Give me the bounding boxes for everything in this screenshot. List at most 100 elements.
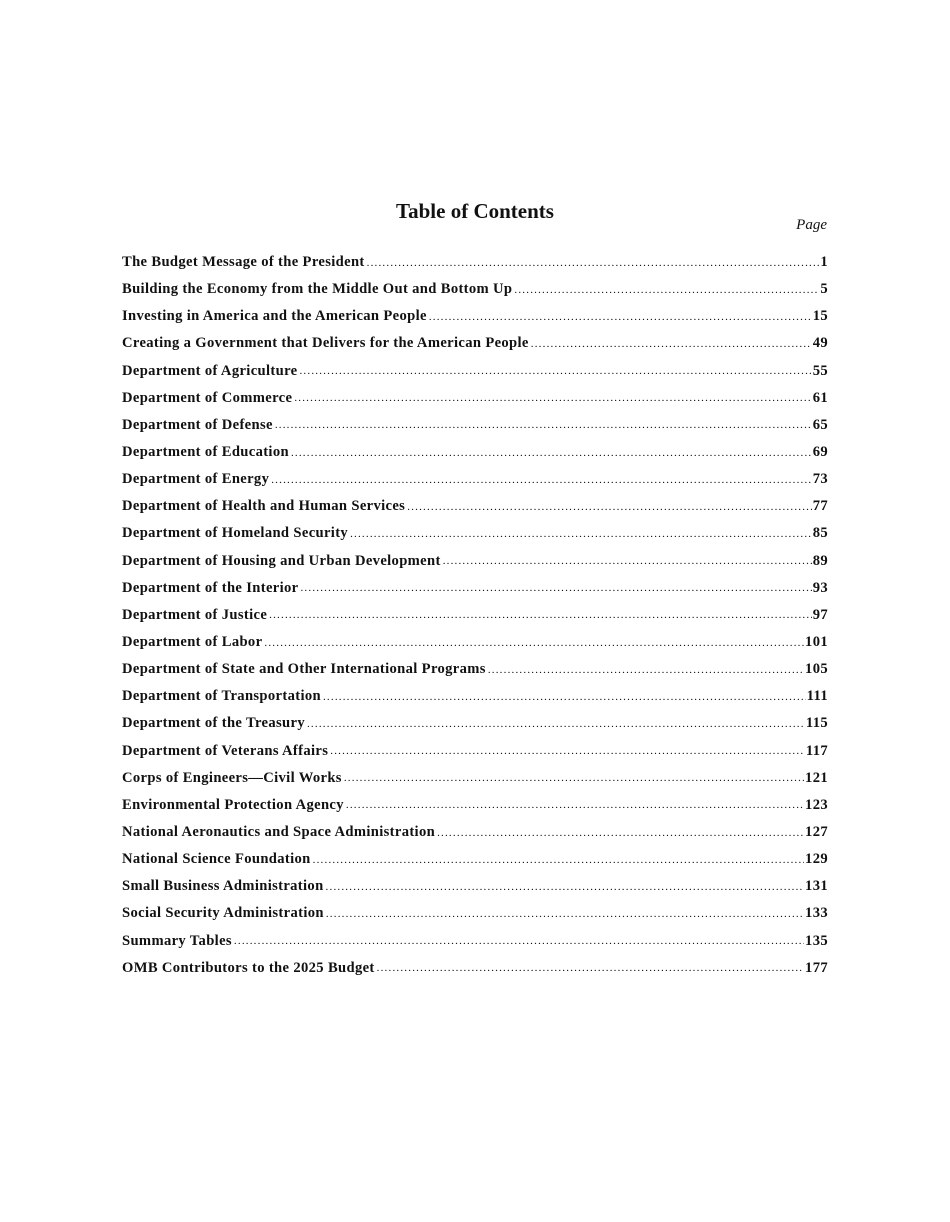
toc-entry[interactable]: OMB Contributors to the 2025 Budget 177 [122, 955, 828, 982]
leader-dots [407, 501, 811, 513]
toc-entry-title: Department of Agriculture [122, 362, 298, 379]
toc-entry-title: National Science Foundation [122, 851, 311, 868]
toc-entry-page: 131 [805, 878, 828, 895]
toc-entry-title: Department of Education [122, 444, 289, 461]
toc-entry-page: 123 [805, 796, 828, 813]
toc-entry-page: 177 [805, 959, 828, 976]
toc-entry-title: Department of Homeland Security [122, 525, 349, 542]
page-title: Table of Contents [396, 199, 554, 223]
toc-entry-title: National Aeronautics and Space Administr… [122, 824, 436, 841]
toc-entry[interactable]: Creating a Government that Delivers for … [122, 330, 828, 357]
toc-entry-page: 129 [805, 851, 828, 868]
toc-entry-page: 1 [820, 254, 828, 271]
leader-dots [234, 935, 804, 947]
toc-entry[interactable]: Department of Agriculture 55 [122, 358, 828, 385]
toc-entry-page: 135 [805, 932, 828, 949]
toc-entry-title: Investing in America and the American Pe… [122, 308, 427, 325]
toc-entry-page: 133 [805, 905, 828, 922]
toc-entry-page: 93 [812, 579, 828, 596]
leader-dots [367, 257, 820, 269]
toc-entry-title: OMB Contributors to the 2025 Budget [122, 959, 375, 976]
toc-entry-title: Department of Health and Human Services [122, 498, 406, 515]
toc-entry-title: Department of Justice [122, 606, 268, 623]
toc-entry[interactable]: Department of the Treasury 115 [122, 710, 828, 737]
toc-entry-title: Department of the Interior [122, 579, 299, 596]
toc-entry[interactable]: Investing in America and the American Pe… [122, 303, 828, 330]
toc-entry-page: 61 [812, 389, 828, 406]
leader-dots [531, 338, 812, 350]
toc-entry-title: Department of Defense [122, 416, 273, 433]
toc-entry-title: Creating a Government that Delivers for … [122, 335, 529, 352]
toc-entry[interactable]: Department of Justice 97 [122, 602, 828, 629]
toc-entry[interactable]: Department of Energy 73 [122, 466, 828, 493]
toc-entry-title: Department of Veterans Affairs [122, 742, 329, 759]
leader-dots [346, 799, 804, 811]
leader-dots [488, 664, 804, 676]
toc-entry[interactable]: The Budget Message of the President 1 [122, 249, 828, 276]
toc-entry-page: 55 [812, 362, 828, 379]
toc-entry-page: 77 [812, 498, 828, 515]
toc-entry[interactable]: Social Security Administration 133 [122, 900, 828, 927]
leader-dots [326, 908, 804, 920]
toc-entry[interactable]: Department of Veterans Affairs 117 [122, 738, 828, 765]
leader-dots [429, 311, 812, 323]
toc-entry-page: 5 [820, 281, 828, 298]
toc-entry-title: Summary Tables [122, 932, 232, 949]
toc-entry-page: 127 [805, 824, 828, 841]
toc-entry[interactable]: Small Business Administration 131 [122, 873, 828, 900]
toc-entry[interactable]: Department of Health and Human Services 7… [122, 493, 828, 520]
leader-dots [294, 392, 811, 404]
toc-entry[interactable]: Department of Defense 65 [122, 412, 828, 439]
toc-entry-title: Department of State and Other Internatio… [122, 661, 486, 678]
toc-entry-page: 111 [806, 688, 828, 705]
leader-dots [269, 609, 812, 621]
toc-entry[interactable]: Department of Transportation 111 [122, 683, 828, 710]
toc-entry[interactable]: National Science Foundation 129 [122, 846, 828, 873]
leader-dots [264, 637, 804, 649]
toc-entry-title: Department of the Treasury [122, 715, 305, 732]
toc-entry-page: 69 [812, 444, 828, 461]
page-column-label: Page [796, 217, 827, 233]
leader-dots [307, 718, 805, 730]
toc-entry[interactable]: Department of Commerce 61 [122, 385, 828, 412]
toc-entry-page: 49 [812, 335, 828, 352]
toc-entry[interactable]: National Aeronautics and Space Administr… [122, 819, 828, 846]
leader-dots [330, 745, 805, 757]
toc-entry-page: 73 [812, 471, 828, 488]
toc-entry-page: 101 [805, 634, 828, 651]
leader-dots [313, 854, 804, 866]
leader-dots [514, 284, 819, 296]
toc-entry-page: 117 [805, 742, 828, 759]
leader-dots [437, 827, 804, 839]
toc-entry[interactable]: Department of Homeland Security 85 [122, 520, 828, 547]
toc-entry[interactable]: Summary Tables 135 [122, 928, 828, 955]
toc-entry-page: 115 [805, 715, 828, 732]
leader-dots [299, 365, 811, 377]
toc-entry[interactable]: Department of State and Other Internatio… [122, 656, 828, 683]
toc-entry[interactable]: Department of Labor 101 [122, 629, 828, 656]
toc-entry-title: Social Security Administration [122, 905, 324, 922]
toc-entry-page: 89 [812, 552, 828, 569]
toc-entry[interactable]: Department of the Interior 93 [122, 575, 828, 602]
toc-entry-title: Department of Energy [122, 471, 270, 488]
table-of-contents: The Budget Message of the President 1 Buil… [122, 249, 828, 982]
toc-entry-title: Department of Housing and Urban Developm… [122, 552, 441, 569]
leader-dots [300, 582, 811, 594]
toc-entry-title: Department of Labor [122, 634, 263, 651]
leader-dots [291, 447, 812, 459]
toc-entry[interactable]: Corps of Engineers—Civil Works 121 [122, 765, 828, 792]
toc-entry[interactable]: Environmental Protection Agency 123 [122, 792, 828, 819]
leader-dots [323, 691, 806, 703]
toc-entry-title: Corps of Engineers—Civil Works [122, 769, 342, 786]
toc-entry-page: 97 [812, 606, 828, 623]
leader-dots [275, 419, 812, 431]
toc-entry[interactable]: Building the Economy from the Middle Out… [122, 276, 828, 303]
toc-entry-page: 65 [812, 416, 828, 433]
leader-dots [326, 881, 805, 893]
toc-entry-title: Building the Economy from the Middle Out… [122, 281, 513, 298]
toc-entry[interactable]: Department of Education 69 [122, 439, 828, 466]
toc-entry-title: Department of Commerce [122, 389, 293, 406]
toc-entry[interactable]: Department of Housing and Urban Developm… [122, 548, 828, 575]
toc-entry-title: Environmental Protection Agency [122, 796, 344, 813]
toc-entry-page: 105 [805, 661, 828, 678]
